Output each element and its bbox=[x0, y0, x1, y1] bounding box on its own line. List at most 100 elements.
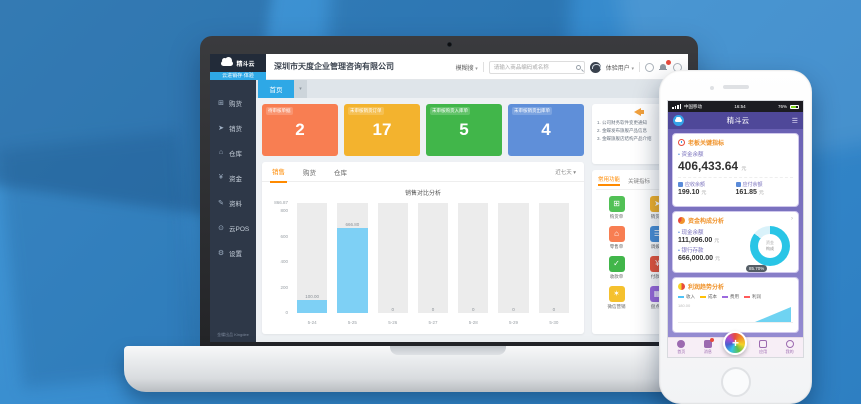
tab-phone-home[interactable]: 首页 bbox=[670, 340, 692, 355]
phone-mockup: 中国移动 16:54 76% 精斗云 ☰ 老板关键指标 资金余额 406,433… bbox=[659, 70, 812, 404]
x-tick-label: 5-28 bbox=[468, 320, 478, 325]
legend-label: 费用 bbox=[730, 294, 739, 299]
stat-card[interactable]: 未审核销货出库单 4 bbox=[508, 104, 584, 156]
y-tick-label: 400 bbox=[280, 259, 288, 265]
search-input[interactable]: 请输入商品编码或名称 bbox=[488, 60, 585, 74]
stat-card[interactable]: 未审核购货入库单 5 bbox=[426, 104, 502, 156]
kingdee-footer: 金蝶出品 Kingdee bbox=[217, 332, 249, 337]
warehouse-icon: ⌂ bbox=[218, 149, 224, 156]
sidebar-item-purchase[interactable]: ⊞ 购货 bbox=[218, 99, 242, 108]
receivable-icon bbox=[678, 182, 683, 187]
kpi-card[interactable]: 老板关键指标 资金余额 406,433.64 元 应收余额 199.10 元 应… bbox=[672, 133, 799, 207]
trend-legend: 收入 成本 费用 利润 bbox=[678, 294, 793, 300]
bar-column: 0 5-29 bbox=[498, 203, 529, 325]
sidebar-item-warehouse[interactable]: ⌂ 仓库 bbox=[218, 149, 242, 158]
stat-card[interactable]: 未审核销货订单 17 bbox=[344, 104, 420, 156]
divider bbox=[639, 62, 640, 72]
support-headset-icon[interactable] bbox=[589, 61, 601, 73]
bar-track bbox=[417, 203, 449, 313]
收款单-icon: ✓ bbox=[608, 256, 625, 272]
bar-track bbox=[498, 203, 529, 313]
bar-value-label: 0 bbox=[552, 307, 556, 312]
legend-label: 成本 bbox=[708, 294, 717, 299]
legend-label: 利润 bbox=[752, 294, 761, 299]
quick-action[interactable]: ⌂ 零售单 bbox=[596, 226, 637, 250]
profit-trend-card[interactable]: 利润趋势分析 收入 成本 费用 利润 180.00 bbox=[672, 277, 799, 333]
chart-period-dropdown[interactable]: 近七天 ▾ bbox=[555, 169, 576, 176]
bar-value-label: 100.00 bbox=[305, 294, 320, 299]
chart-tab-warehouse[interactable]: 仓库 bbox=[334, 169, 347, 177]
chevron-right-icon[interactable]: › bbox=[791, 216, 793, 222]
tab-phone-apps[interactable]: 应用 bbox=[752, 340, 774, 355]
refresh-icon[interactable] bbox=[645, 62, 654, 72]
hamburger-menu-icon[interactable]: ☰ bbox=[791, 117, 798, 125]
funds-composition-card[interactable]: 资金构成分析 › 现金余额 111,096.00 元 银行存款 666,000.… bbox=[672, 211, 799, 273]
trend-area-shape bbox=[755, 307, 791, 322]
cloud-logo-icon bbox=[675, 117, 682, 122]
x-tick-label: 5-24 bbox=[307, 320, 317, 325]
kpi-card-icon bbox=[678, 139, 685, 146]
sidebar-item-cloudpos[interactable]: ⊙ 云POS bbox=[218, 224, 250, 233]
tab-phone-messages[interactable]: 消息 bbox=[697, 338, 719, 355]
chart-tab-purchase[interactable]: 购货 bbox=[303, 169, 316, 177]
legend-item: 费用 bbox=[722, 294, 739, 300]
quick-action-label: 销货单 bbox=[650, 214, 665, 219]
tab-home[interactable]: 首页 bbox=[258, 80, 294, 98]
search-placeholder: 请输入商品编码或名称 bbox=[493, 65, 549, 71]
phone-screen: 中国移动 16:54 76% 精斗云 ☰ 老板关键指标 资金余额 406,433… bbox=[667, 100, 804, 358]
quick-action-label: 微信营销 bbox=[607, 304, 626, 309]
app-logo[interactable]: 精斗云 云进销存·体验 bbox=[210, 54, 266, 80]
tab-phone-profile[interactable]: 我的 bbox=[779, 340, 801, 355]
bar-column: 0 5-26 bbox=[377, 203, 408, 325]
sidebar-item-sales[interactable]: ➤ 销货 bbox=[218, 124, 242, 133]
quick-action[interactable]: ✶ 微信营销 bbox=[596, 286, 637, 310]
x-tick-label: 5-26 bbox=[388, 320, 398, 325]
quick-action[interactable]: ✓ 收款单 bbox=[596, 256, 637, 280]
bank-value: 666,000.00 元 bbox=[678, 255, 721, 262]
quick-tab-common[interactable]: 常用功能 bbox=[598, 175, 621, 186]
phone-app-title: 精斗云 bbox=[726, 116, 750, 125]
bar-track bbox=[538, 203, 569, 313]
cash-value: 111,096.00 元 bbox=[678, 237, 720, 244]
y-tick-label: 800 bbox=[280, 208, 288, 214]
sidebar-item-data[interactable]: ✎ 资料 bbox=[218, 199, 242, 208]
trend-ytick: 180.00 bbox=[678, 303, 691, 308]
user-menu[interactable]: 体验用户 ▾ bbox=[605, 65, 634, 72]
stat-card[interactable]: 待审核单据 2 bbox=[262, 104, 338, 156]
notification-badge bbox=[666, 59, 671, 65]
pencil-icon: ✎ bbox=[218, 199, 224, 207]
apps-grid-icon bbox=[759, 340, 768, 348]
search-icon[interactable] bbox=[575, 64, 581, 70]
legend-item: 成本 bbox=[700, 294, 717, 300]
carrier-label: 中国移动 bbox=[684, 103, 702, 109]
y-tick-label: 600 bbox=[280, 233, 288, 239]
phone-home-button[interactable] bbox=[720, 367, 751, 397]
bank-label: 银行存款 bbox=[678, 246, 793, 254]
notification-bell-icon[interactable] bbox=[659, 59, 671, 72]
quick-action[interactable]: ⊞ 购货单 bbox=[596, 196, 637, 220]
bar bbox=[297, 300, 328, 313]
chart-tab-sales[interactable]: 销售 bbox=[270, 161, 287, 183]
bar-column: 666.80 5-25 bbox=[337, 203, 368, 325]
add-action-button[interactable]: + bbox=[723, 330, 748, 355]
sidebar-item-settings[interactable]: ⚙ 设置 bbox=[217, 249, 242, 258]
quick-action-label: 零售单 bbox=[609, 244, 624, 249]
quick-action-label: 付款单 bbox=[650, 274, 665, 279]
tab-caret-button[interactable]: ▾ bbox=[294, 80, 307, 98]
donut-center: 资金 构成 bbox=[758, 234, 782, 258]
open-tabs-strip: 首页 ▾ bbox=[256, 80, 688, 98]
battery-percent: 76% bbox=[777, 104, 787, 109]
stat-label: 待审核单据 bbox=[266, 107, 293, 115]
sidebar-item-funds[interactable]: ¥ 资金 bbox=[210, 165, 256, 190]
balance-value: 406,433.64 元 bbox=[678, 159, 747, 173]
sidebar: ⊞ 购货 ➤ 销货 ⌂ 仓库 ¥ 资金 ✎ 资料 ⊙ 云POS ⚙ 设置 金蝶出品 Kingd… bbox=[210, 80, 256, 342]
phone-nav-bar: 精斗云 ☰ bbox=[668, 112, 803, 129]
funds-icon: ¥ bbox=[219, 174, 223, 181]
laptop-mockup: 精斗云 云进销存·体验 深圳市天度企业管理咨询有限公司 模糊搜 ▾ 请输入商品编… bbox=[200, 36, 698, 348]
quick-tab-kpi[interactable]: 关键指标 bbox=[628, 178, 651, 185]
trend-card-icon bbox=[678, 283, 685, 290]
stat-value: 17 bbox=[372, 120, 392, 139]
legend-dash bbox=[678, 296, 684, 298]
phone-app-logo[interactable] bbox=[673, 115, 684, 126]
search-filter-dropdown[interactable]: 模糊搜 ▾ bbox=[455, 65, 478, 72]
